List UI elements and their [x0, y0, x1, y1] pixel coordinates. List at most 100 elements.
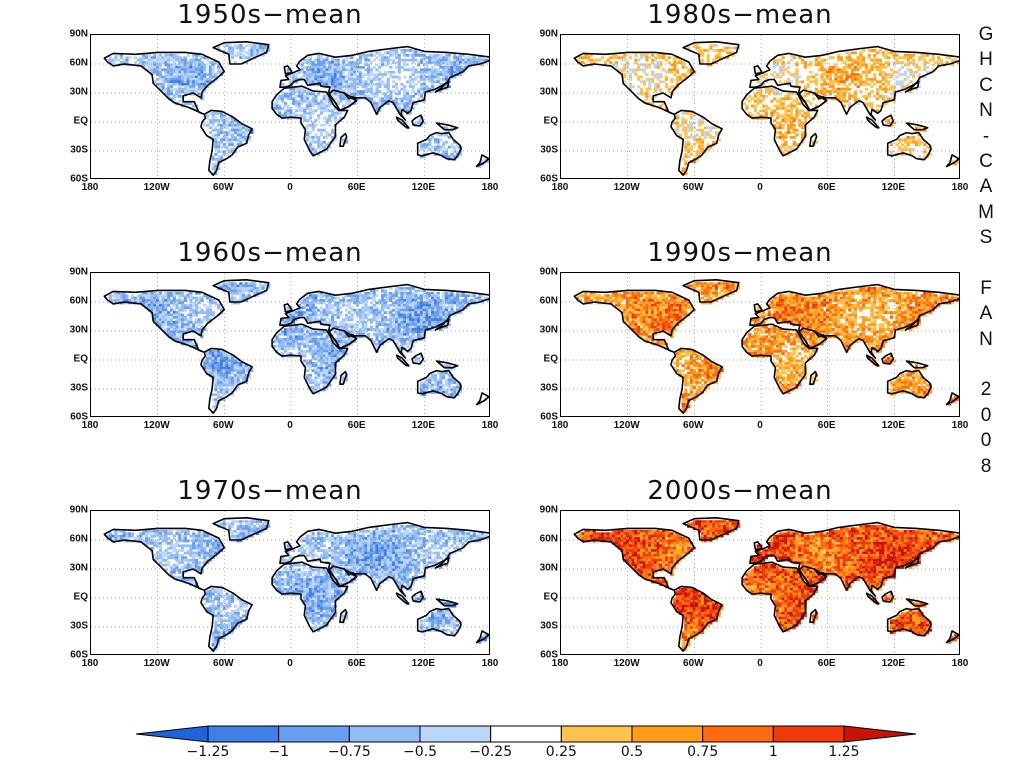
lon-tick-label: 180: [81, 420, 99, 431]
lat-tick-label: 30S: [540, 382, 558, 394]
colorbar-bin: [560, 725, 633, 743]
map-area: [90, 272, 490, 417]
lat-tick-label: 90N: [539, 28, 558, 40]
lon-tick-label: 120E: [881, 658, 906, 669]
lon-tick-label: 120E: [881, 420, 906, 431]
colorbar-tick-label: 1: [768, 744, 778, 760]
panel-title: 1990s−mean: [647, 238, 833, 268]
lat-tick-label: 30N: [539, 324, 558, 336]
lon-tick-label: 120W: [613, 420, 640, 431]
map-panel-1970s: 1970s−mean 90N 60N 30N EQ 30S 60S 180 120W 60W 0 6…: [40, 476, 500, 696]
anomaly-field: [576, 44, 959, 176]
anomaly-map: [561, 511, 959, 654]
dataset-label-char: M: [978, 201, 994, 223]
coastlines: [103, 279, 489, 414]
dataset-label-char: -: [982, 125, 990, 147]
colorbar-tick-label: −0.5: [403, 744, 437, 760]
dataset-label-char: C: [979, 74, 993, 96]
lat-tick-label: 90N: [69, 266, 88, 278]
dataset-label-char: F: [980, 277, 992, 299]
anomaly-map: [561, 273, 959, 416]
lat-tick-label: 30N: [539, 86, 558, 98]
lon-tick-label: 180: [951, 420, 969, 431]
lon-tick-label: 180: [951, 658, 969, 669]
lat-tick-label: 30N: [539, 562, 558, 574]
map-panel-2000s: 2000s−mean 90N 60N 30N EQ 30S 60S 180 120W 60W 0 6…: [510, 476, 970, 696]
lat-tick-label: EQ: [543, 353, 558, 365]
lat-tick-label: 30N: [69, 86, 88, 98]
lat-tick-label: 90N: [69, 28, 88, 40]
dataset-label-char: [974, 352, 998, 377]
map-area: [560, 272, 960, 417]
lon-tick-label: 120W: [143, 658, 170, 669]
panel-title: 1950s−mean: [177, 0, 363, 30]
lon-axis: 180 120W 60W 0 60E 120E 180: [552, 182, 969, 196]
dataset-label-char: 0: [980, 430, 992, 452]
lon-tick-label: 60W: [683, 420, 704, 431]
anomaly-map: [561, 35, 959, 178]
lon-tick-label: 180: [481, 658, 499, 669]
coastlines: [103, 517, 489, 652]
lon-tick-label: 60E: [347, 182, 366, 193]
map-area: [90, 510, 490, 655]
lat-tick-label: 90N: [69, 504, 88, 516]
lon-tick-label: 180: [951, 182, 969, 193]
lon-tick-label: 120W: [613, 658, 640, 669]
lon-tick-label: 60E: [817, 420, 836, 431]
lat-tick-label: 90N: [539, 266, 558, 278]
coastlines: [573, 279, 959, 414]
anomaly-map: [91, 273, 489, 416]
map-panel-1960s: 1960s−mean 90N 60N 30N EQ 30S 60S 180 120W 60W 0 6…: [40, 238, 500, 458]
lon-tick-label: 60E: [817, 182, 836, 193]
lat-tick-label: 60S: [540, 649, 558, 661]
lat-axis: 90N 60N 30N EQ 30S 60S: [40, 267, 90, 423]
dataset-label-char: 8: [980, 455, 992, 477]
lat-axis: 90N 60N 30N EQ 30S 60S: [40, 505, 90, 661]
lon-tick-label: 0: [287, 420, 293, 431]
lat-tick-label: EQ: [73, 115, 88, 127]
lat-tick-label: 30N: [69, 562, 88, 574]
lat-tick-label: 60S: [70, 649, 88, 661]
colorbar-bin: [843, 725, 917, 743]
lat-tick-label: 90N: [539, 504, 558, 516]
lon-tick-label: 180: [81, 658, 99, 669]
lon-tick-label: 0: [757, 658, 763, 669]
map-panel-1980s: 1980s−mean 90N 60N 30N EQ 30S 60S 180 120W 60W 0 6…: [510, 0, 970, 220]
lat-tick-label: 30S: [70, 620, 88, 632]
lon-tick-label: 60W: [213, 420, 234, 431]
lon-axis: 180 120W 60W 0 60E 120E 180: [82, 420, 499, 434]
lon-tick-label: 120E: [411, 420, 436, 431]
dataset-label-char: G: [978, 24, 994, 45]
map-area: [90, 34, 490, 179]
lon-tick-label: 0: [757, 182, 763, 193]
lon-tick-label: 60W: [683, 182, 704, 193]
lat-tick-label: 30S: [540, 144, 558, 156]
lat-axis: 90N 60N 30N EQ 30S 60S: [510, 29, 560, 185]
lon-tick-label: 180: [551, 182, 569, 193]
map-panel-1950s: 1950s−mean 90N 60N 30N EQ 30S 60S 180 120W 60W 0 6…: [40, 0, 500, 220]
anomaly-field: [108, 282, 489, 411]
colorbar-bin: [631, 725, 704, 743]
colorbar-tick-label: 1.25: [828, 744, 860, 760]
lon-tick-label: 180: [551, 420, 569, 431]
lon-tick-label: 120E: [881, 182, 906, 193]
lat-tick-label: 60S: [70, 173, 88, 185]
lon-tick-label: 60E: [347, 658, 366, 669]
colorbar-tick-label: 0.5: [620, 744, 644, 760]
colorbar-bin: [490, 725, 562, 743]
lat-axis: 90N 60N 30N EQ 30S 60S: [510, 267, 560, 423]
lat-tick-label: EQ: [73, 591, 88, 603]
colorbar-scale: [135, 725, 917, 743]
colorbar-bin: [207, 725, 280, 743]
lat-tick-label: EQ: [543, 115, 558, 127]
lon-tick-label: 180: [481, 420, 499, 431]
lon-tick-label: 0: [287, 658, 293, 669]
dataset-label-char: S: [979, 227, 993, 249]
lon-tick-label: 60E: [347, 420, 366, 431]
dataset-label-char: A: [979, 176, 993, 198]
lat-tick-label: 60N: [69, 533, 88, 545]
anomaly-map: [91, 511, 489, 654]
lon-tick-label: 0: [757, 420, 763, 431]
lat-tick-label: 60S: [540, 411, 558, 423]
